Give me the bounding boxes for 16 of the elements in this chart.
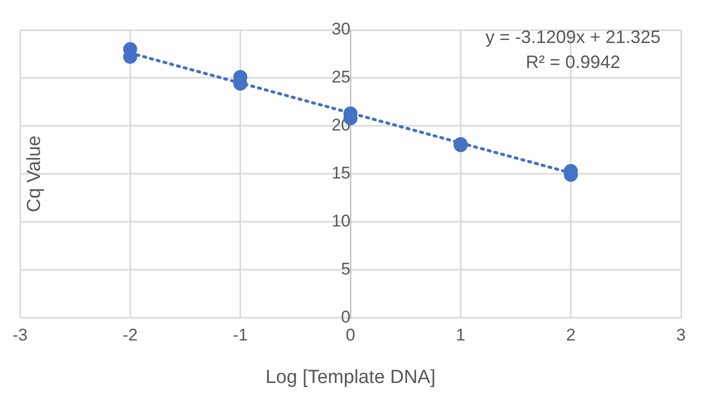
annotation: R² = 0.9942 — [526, 52, 620, 72]
y-tick-label: 0 — [341, 307, 350, 326]
annotation: y = -3.1209x + 21.325 — [485, 26, 661, 47]
x-tick-label: 2 — [566, 326, 576, 345]
x-tick-label: -2 — [122, 326, 138, 345]
x-tick-label: -3 — [12, 326, 28, 345]
y-tick-label: 15 — [332, 164, 350, 183]
x-tick-label: 1 — [456, 326, 466, 345]
x-tick-label: -1 — [232, 326, 248, 345]
y-tick-label: 25 — [332, 68, 350, 87]
y-tick-label: 5 — [341, 260, 350, 279]
y-tick-label: 10 — [332, 212, 350, 231]
x-tick-label: 3 — [676, 326, 686, 345]
y-axis-title: Cq Value — [24, 136, 46, 212]
y-tick-label: 30 — [332, 20, 350, 39]
x-axis-title: Log [Template DNA] — [265, 366, 436, 388]
